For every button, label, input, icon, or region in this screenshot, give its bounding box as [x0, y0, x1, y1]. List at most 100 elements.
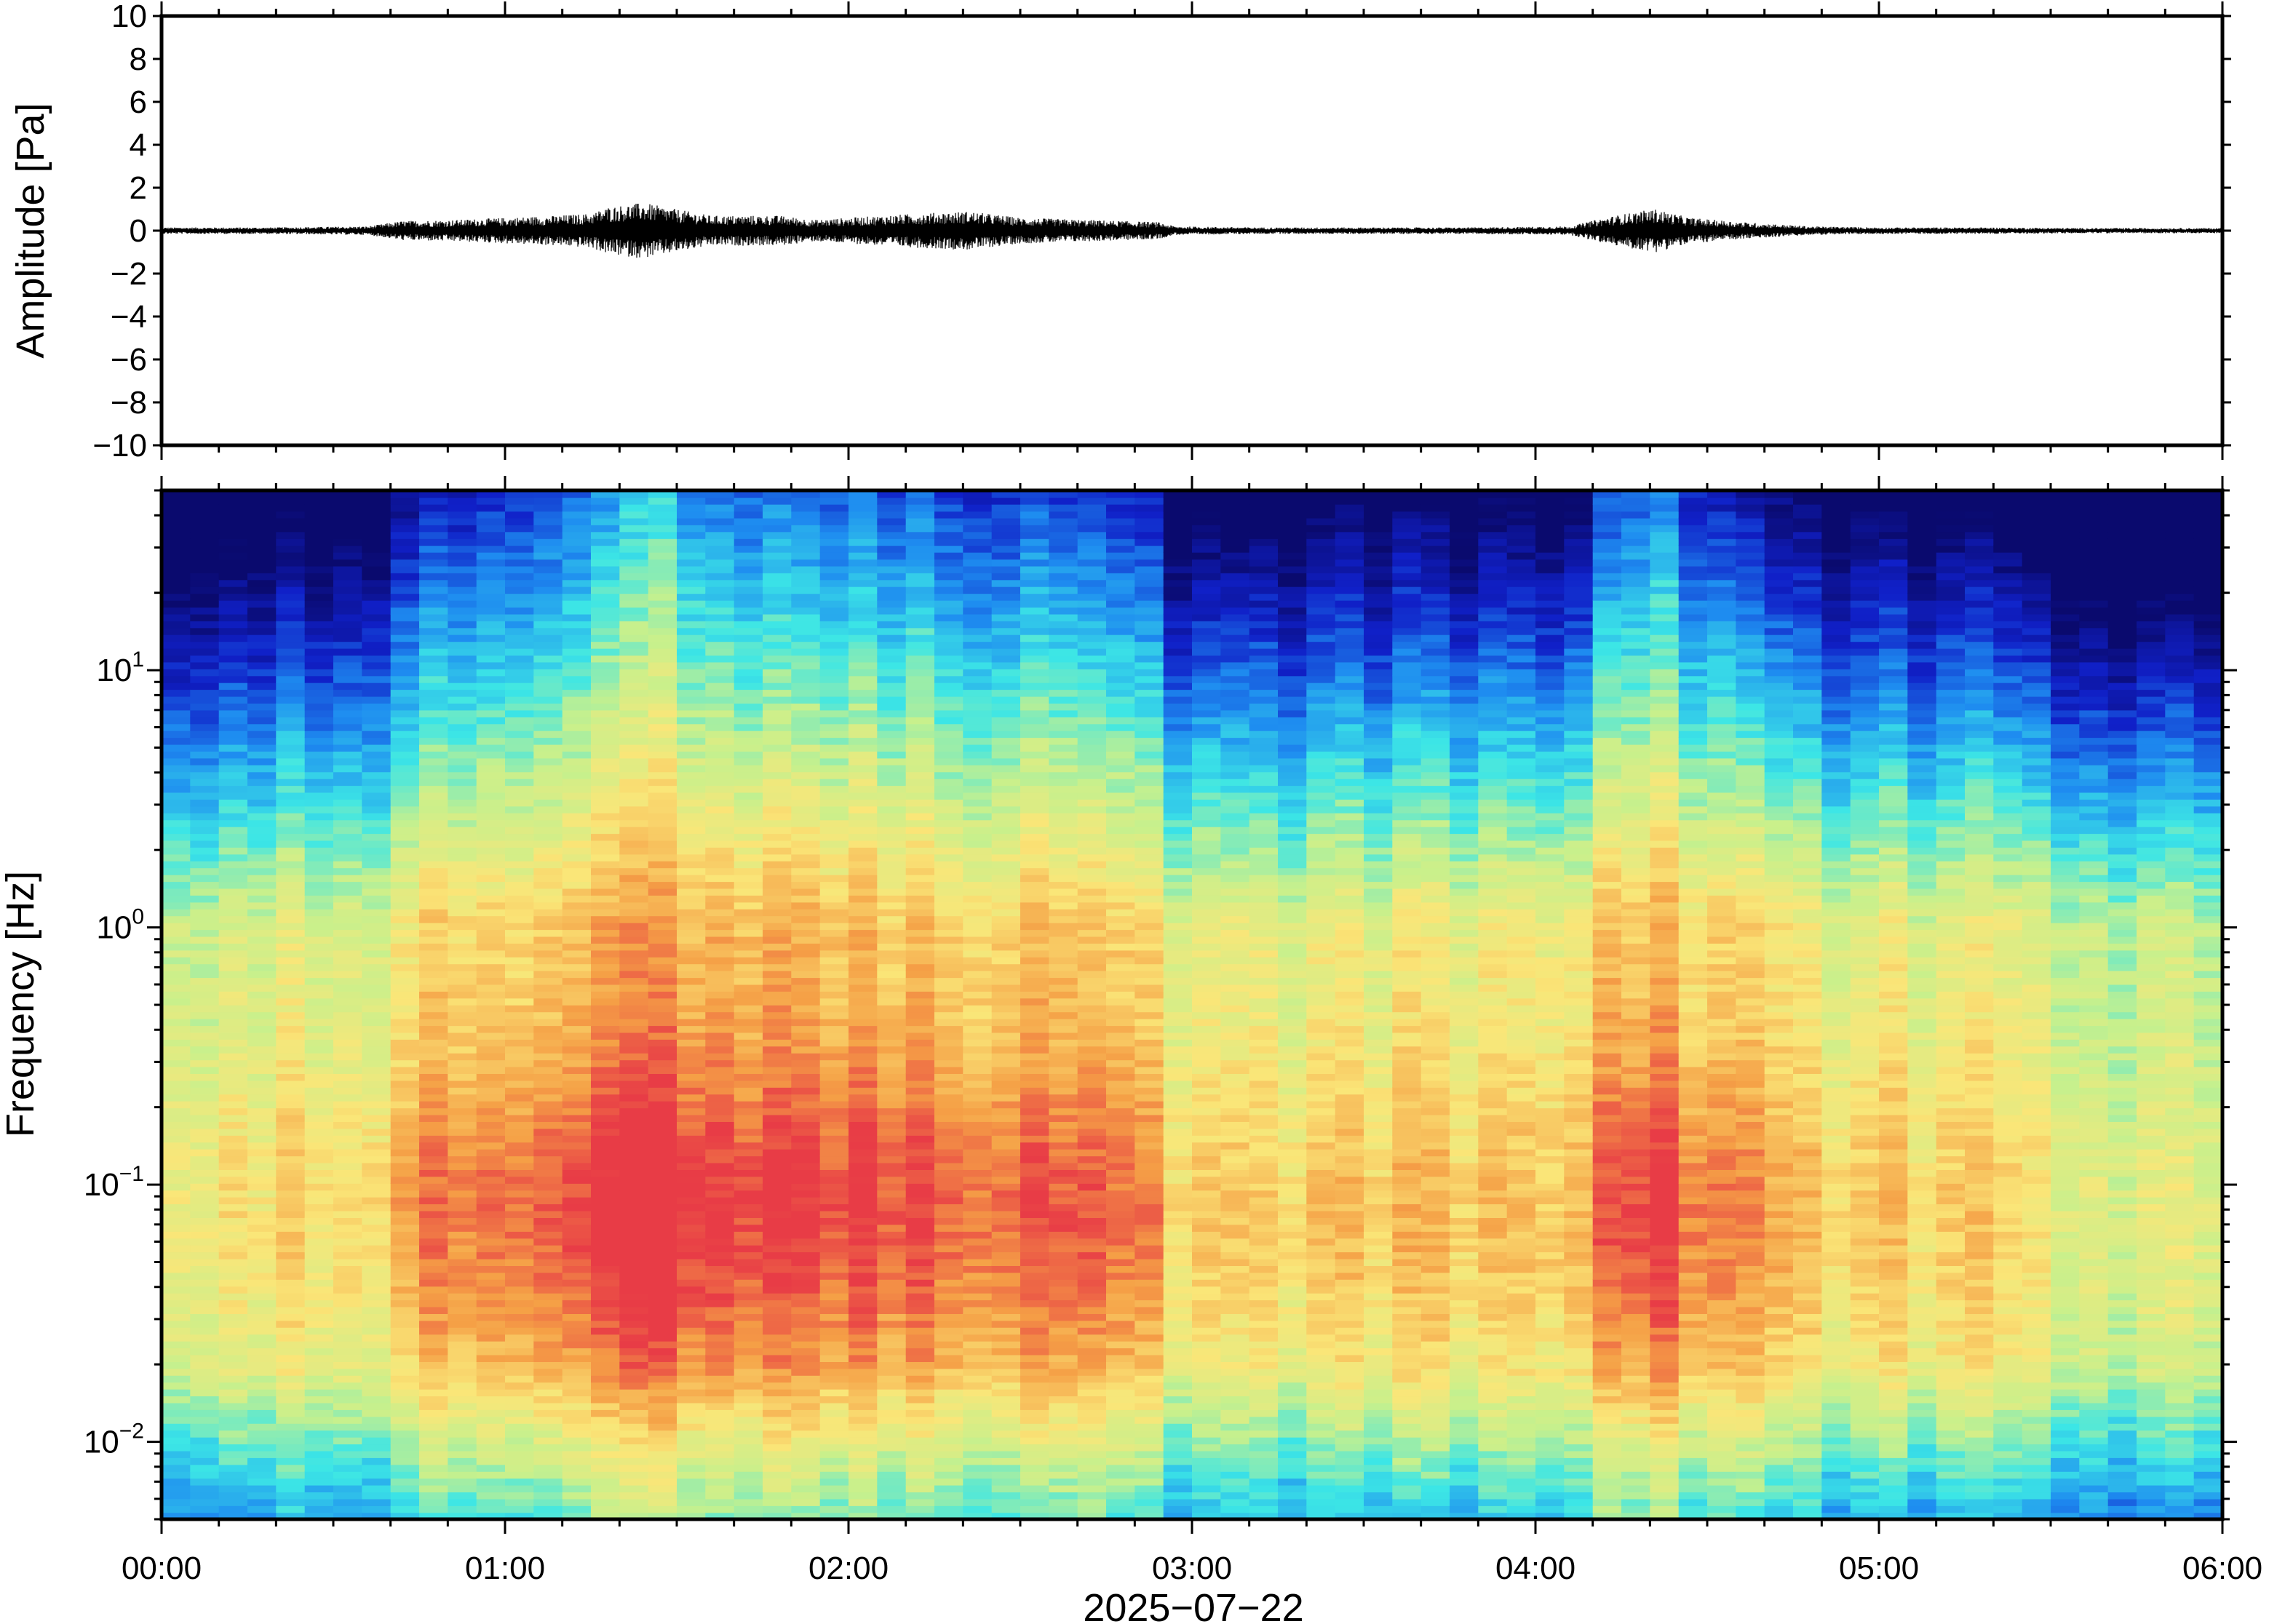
- spectrogram-cell: [533, 709, 563, 717]
- spectrogram-cell: [362, 998, 392, 1006]
- spectrogram-cell: [276, 641, 306, 649]
- spectrogram-cell: [677, 1450, 707, 1458]
- spectrogram-cell: [247, 957, 277, 965]
- spectrogram-cell: [247, 1121, 277, 1129]
- spectrogram-cell: [991, 1059, 1021, 1067]
- spectrogram-cell: [963, 785, 993, 793]
- spectrogram-cell: [276, 1251, 306, 1259]
- spectrogram-cell: [734, 1388, 763, 1397]
- spectrogram-cell: [619, 1279, 649, 1287]
- spectrogram-cell: [1020, 545, 1050, 553]
- spectrogram-cell: [763, 1135, 792, 1143]
- spectrogram-cell: [162, 1046, 191, 1054]
- spectrogram-cell: [877, 1087, 907, 1095]
- spectrogram-cell: [734, 1478, 763, 1486]
- spectrogram-cell: [162, 888, 191, 896]
- spectrogram-cell: [819, 1046, 849, 1054]
- spectrogram-cell: [304, 799, 334, 807]
- spectrogram-cell: [218, 1423, 248, 1431]
- spectrogram-cell: [333, 627, 363, 635]
- spectrogram-cell: [1020, 751, 1050, 759]
- spectrogram-cell: [218, 1436, 248, 1445]
- spectrogram-cell: [448, 984, 477, 992]
- spectrogram-cell: [1049, 833, 1078, 841]
- spectrogram-cell: [190, 1498, 220, 1506]
- spectrogram-cell: [533, 1416, 563, 1424]
- spectrogram-cell: [362, 1478, 392, 1486]
- spectrogram-cell: [448, 565, 477, 573]
- spectrogram-cell: [190, 819, 220, 827]
- spectrogram-cell: [619, 853, 649, 861]
- spectrogram-cell: [591, 607, 621, 615]
- spectrogram-cell: [648, 1162, 677, 1170]
- spectrogram-cell: [905, 778, 935, 787]
- spectrogram-cell: [791, 1162, 821, 1170]
- spectrogram-cell: [791, 1231, 821, 1239]
- spectrogram-cell: [648, 1478, 677, 1486]
- spectrogram-cell: [533, 661, 563, 669]
- spectrogram-cell: [619, 977, 649, 985]
- spectrogram-cell: [390, 757, 420, 765]
- spectrogram-cell: [849, 1430, 878, 1438]
- spectrogram-cell: [591, 1430, 621, 1438]
- spectrogram-cell: [734, 1114, 763, 1122]
- spectrogram-cell: [905, 1299, 935, 1307]
- spectrogram-cell: [448, 1402, 477, 1410]
- spectrogram-cell: [562, 929, 592, 937]
- spectrogram-cell: [362, 1375, 392, 1383]
- spectrogram-cell: [476, 771, 506, 779]
- spectrogram-cell: [247, 1464, 277, 1472]
- spectrogram-cell: [791, 669, 821, 677]
- spectrogram-cell: [791, 1196, 821, 1205]
- spectrogram-cell: [934, 497, 964, 505]
- spectrogram-cell: [648, 1176, 677, 1184]
- spectrogram-cell: [905, 1492, 935, 1500]
- spectrogram-cell: [218, 888, 248, 896]
- spectrogram-cell: [276, 607, 306, 615]
- spectrogram-cell: [677, 559, 707, 567]
- spectrogram-cell: [562, 1094, 592, 1102]
- spectrogram-cell: [849, 792, 878, 800]
- spectrogram-cell: [362, 1334, 392, 1342]
- spectrogram-cell: [162, 1279, 191, 1287]
- spectrogram-cell: [562, 545, 592, 553]
- spectrogram-cell: [905, 744, 935, 752]
- spectrogram-cell: [533, 1039, 563, 1047]
- spectrogram-cell: [963, 573, 993, 581]
- spectrogram-cell: [562, 675, 592, 683]
- spectrogram-cell: [419, 552, 449, 560]
- spectrogram-cell: [705, 1176, 735, 1184]
- spectrogram-cell: [677, 1464, 707, 1472]
- spectrogram-cell: [218, 1135, 248, 1143]
- spectrogram-cell: [877, 757, 907, 765]
- spectrogram-cell: [819, 888, 849, 896]
- spectrogram-cell: [533, 1292, 563, 1301]
- spectrogram-cell: [276, 709, 306, 717]
- spectrogram-cell: [562, 751, 592, 759]
- spectrogram-cell: [677, 1505, 707, 1513]
- spectrogram-cell: [333, 689, 363, 697]
- spectrogram-cell: [763, 1457, 792, 1465]
- spectrogram-cell: [505, 717, 535, 725]
- spectrogram-cell: [934, 950, 964, 958]
- spectrogram-cell: [677, 1121, 707, 1129]
- spectrogram-cell: [333, 888, 363, 896]
- spectrogram-cell: [877, 1348, 907, 1356]
- spectrogram-cell: [763, 1396, 792, 1404]
- spectrogram-cell: [362, 1053, 392, 1061]
- spectrogram-cell: [1049, 1066, 1078, 1074]
- spectrogram-cell: [476, 1416, 506, 1424]
- spectrogram-cell: [591, 1464, 621, 1472]
- spectrogram-cell: [190, 1320, 220, 1328]
- spectrogram-cell: [963, 826, 993, 835]
- spectrogram-cell: [705, 730, 735, 739]
- spectrogram-cell: [304, 771, 334, 779]
- spectrogram-cell: [419, 805, 449, 813]
- spectrogram-cell: [877, 1450, 907, 1458]
- spectrogram-cell: [362, 1430, 392, 1438]
- spectrogram-cell: [934, 1087, 964, 1095]
- spectrogram-cell: [419, 929, 449, 937]
- spectrogram-cell: [162, 957, 191, 965]
- spectrogram-cell: [791, 943, 821, 951]
- spectrogram-cell: [362, 970, 392, 979]
